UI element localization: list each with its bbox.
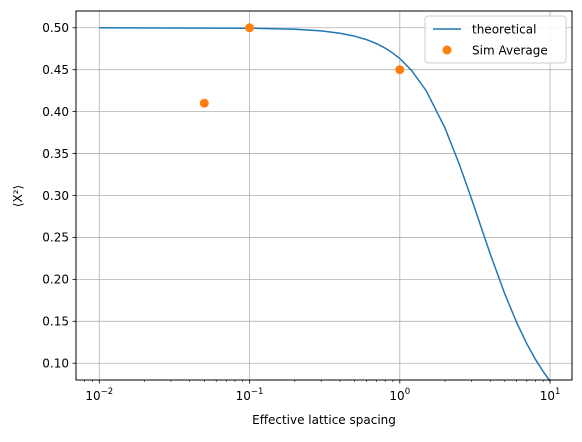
x-tick-label: 100 bbox=[389, 387, 410, 403]
x-tick-base: 10 bbox=[540, 389, 555, 403]
x-tick-label: 10−2 bbox=[85, 387, 113, 403]
legend: theoretical Sim Average bbox=[424, 15, 567, 64]
legend-marker-swatch bbox=[442, 45, 452, 55]
y-tick-label: 0.40 bbox=[42, 105, 69, 119]
axis-ticks: 0.100.150.200.250.300.350.400.450.5010−2… bbox=[42, 21, 560, 403]
x-tick-base: 10 bbox=[85, 389, 100, 403]
sim-average-point bbox=[199, 98, 209, 108]
y-tick-label: 0.50 bbox=[42, 21, 69, 35]
y-tick-label: 0.20 bbox=[42, 273, 69, 287]
plot-series bbox=[99, 23, 551, 382]
y-tick-label: 0.45 bbox=[42, 63, 69, 77]
legend-box bbox=[424, 15, 567, 64]
y-tick-label: 0.35 bbox=[42, 147, 69, 161]
y-tick-label: 0.25 bbox=[42, 231, 69, 245]
x-axis-label: Effective lattice spacing bbox=[252, 413, 396, 427]
x-tick-exponent: −1 bbox=[251, 387, 264, 397]
x-tick-label: 101 bbox=[540, 387, 561, 403]
x-tick-label: 10−1 bbox=[236, 387, 264, 403]
y-tick-label: 0.30 bbox=[42, 189, 69, 203]
y-tick-label: 0.10 bbox=[42, 357, 69, 371]
legend-label: Sim Average bbox=[472, 44, 548, 58]
x-tick-base: 10 bbox=[389, 389, 404, 403]
theoretical-line bbox=[99, 27, 551, 382]
sim-average-point bbox=[245, 23, 255, 33]
x-tick-exponent: 0 bbox=[405, 387, 410, 397]
legend-label: theoretical bbox=[472, 23, 536, 37]
x-tick-base: 10 bbox=[236, 389, 251, 403]
y-tick-label: 0.15 bbox=[42, 315, 69, 329]
x-tick-exponent: 1 bbox=[555, 387, 560, 397]
sim-average-point bbox=[395, 65, 405, 75]
y-axis-label: ⟨X²⟩ bbox=[11, 185, 25, 207]
x-tick-exponent: −2 bbox=[101, 387, 114, 397]
